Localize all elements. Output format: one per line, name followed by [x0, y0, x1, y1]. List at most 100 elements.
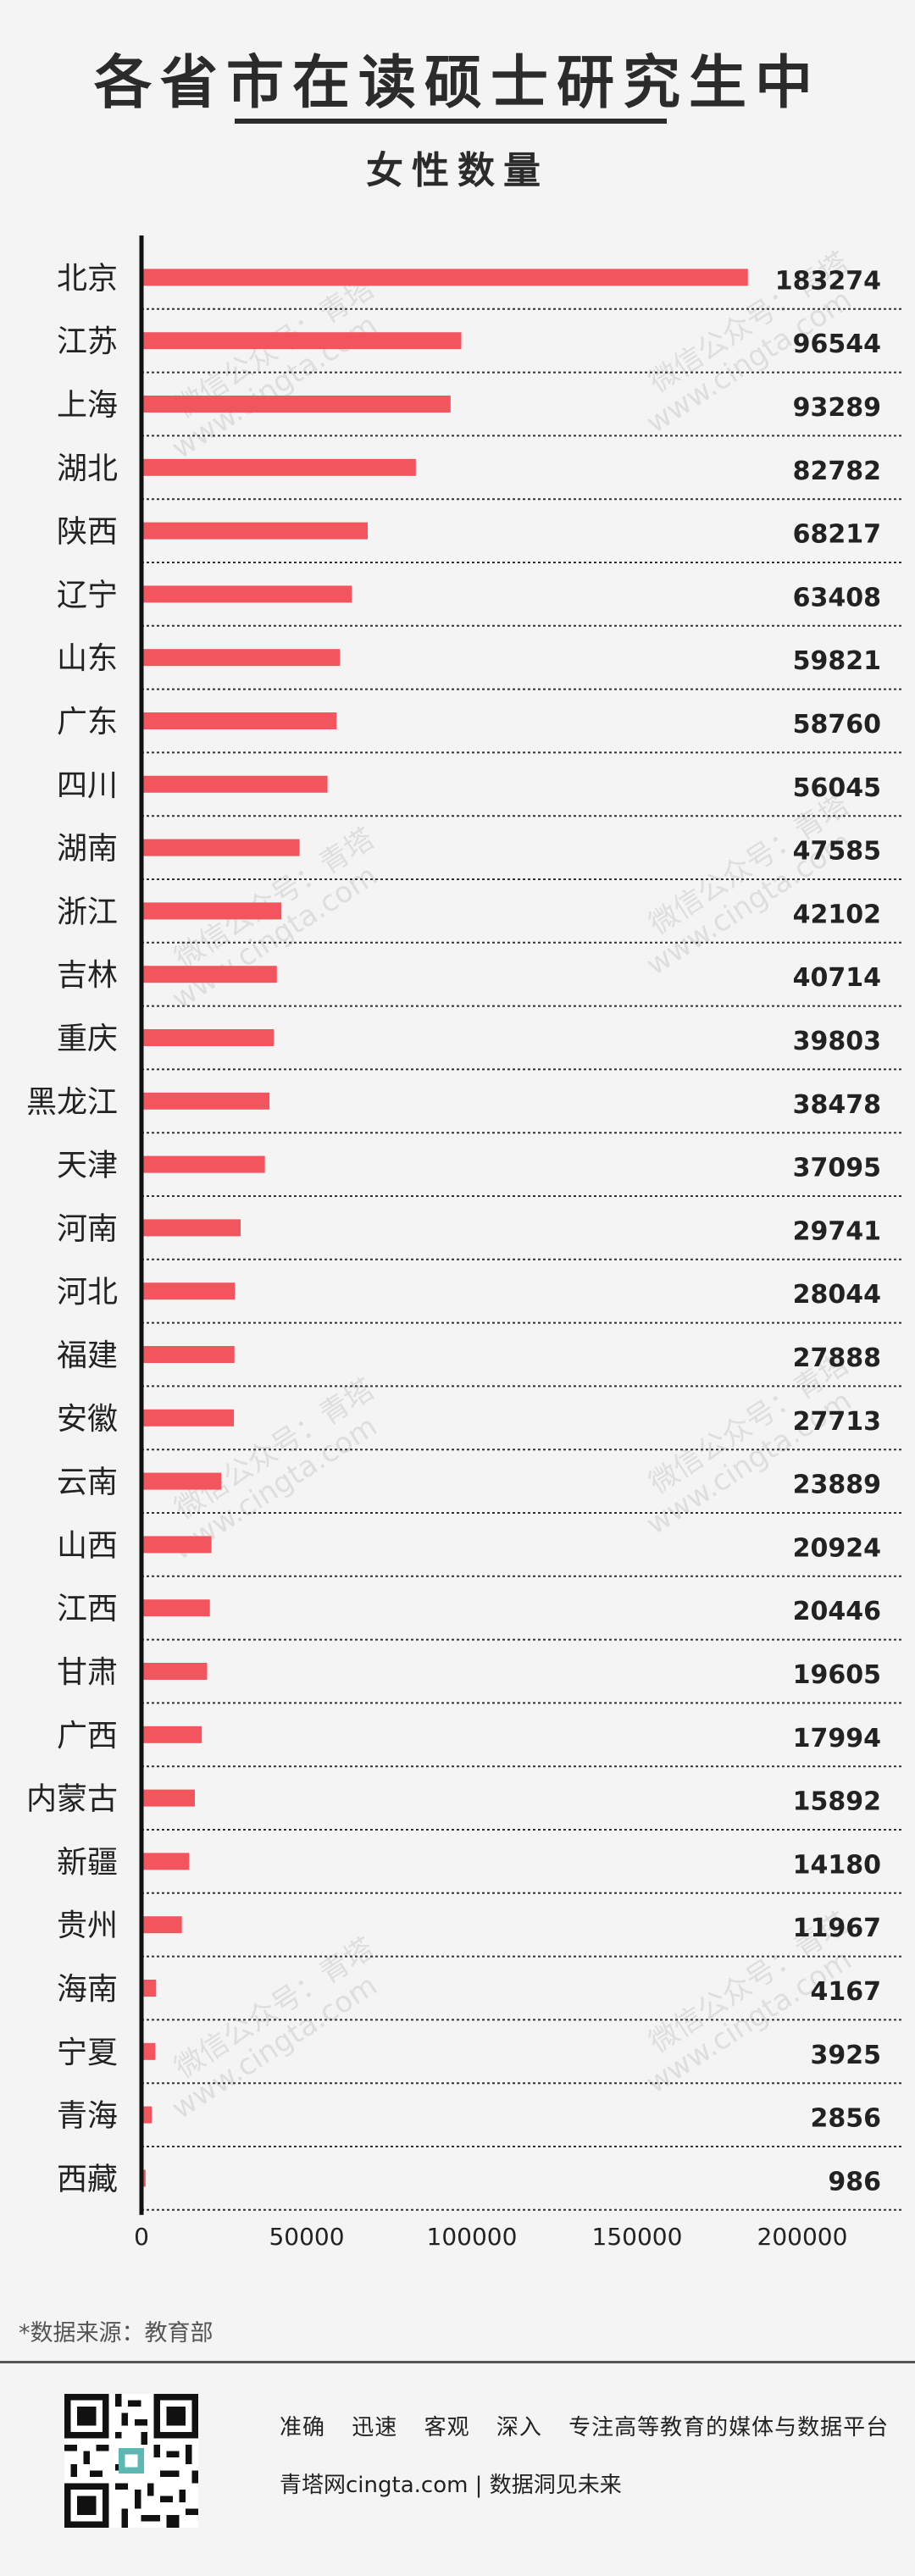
- bar: [142, 2169, 146, 2187]
- category-label: 黑龙江: [26, 1085, 118, 1120]
- slogan-word: 迅速: [352, 2415, 398, 2440]
- bar: [142, 902, 282, 920]
- bar: [142, 712, 337, 729]
- bar: [142, 1536, 212, 1554]
- data-label: 183274: [775, 266, 881, 296]
- qr-code-icon: [64, 2394, 198, 2528]
- x-tick-label: 200000: [757, 2223, 848, 2251]
- category-label: 河南: [57, 1211, 118, 1246]
- bar: [142, 332, 462, 350]
- bar: [142, 1789, 195, 1807]
- data-label: 82782: [793, 457, 881, 486]
- data-label: 58760: [793, 710, 881, 740]
- data-label: 37095: [793, 1154, 881, 1183]
- bar: [142, 1599, 210, 1617]
- bar: [142, 1916, 182, 1934]
- category-label: 山东: [57, 641, 118, 676]
- slogan-word: 深入: [496, 2415, 542, 2440]
- data-label: 56045: [793, 773, 881, 803]
- data-label: 38478: [793, 1090, 881, 1120]
- data-label: 47585: [793, 837, 881, 867]
- data-label: 40714: [793, 963, 881, 993]
- bar: [142, 1219, 241, 1237]
- bar: [142, 1980, 157, 1997]
- category-label: 河北: [57, 1275, 118, 1310]
- category-label: 重庆: [57, 1022, 118, 1056]
- x-tick-label: 50000: [269, 2223, 344, 2251]
- bar: [142, 1155, 265, 1173]
- bar: [142, 1853, 190, 1870]
- data-label: 20924: [793, 1533, 881, 1563]
- data-label: 68217: [793, 520, 881, 550]
- data-label: 3925: [811, 2041, 882, 2070]
- category-label: 湖南: [57, 832, 118, 867]
- category-label: 辽宁: [57, 578, 118, 612]
- x-tick-label: 100000: [427, 2223, 518, 2251]
- category-label: 吉林: [57, 958, 118, 993]
- category-label: 青海: [57, 2099, 118, 2134]
- data-label: 27888: [793, 1343, 881, 1373]
- bar: [142, 585, 352, 603]
- data-source-note: *数据来源：教育部: [19, 2320, 214, 2346]
- category-label: 北京: [57, 261, 118, 296]
- category-label: 天津: [57, 1149, 118, 1183]
- data-label: 20446: [793, 1597, 881, 1626]
- category-label: 西藏: [57, 2162, 118, 2197]
- data-label: 15892: [793, 1787, 881, 1817]
- chart-subtitle: 女性数量: [366, 149, 549, 192]
- category-label: 陕西: [57, 515, 118, 550]
- bar: [142, 269, 748, 286]
- bar: [142, 2106, 152, 2124]
- data-label: 17994: [793, 1724, 881, 1753]
- bar: [142, 1092, 270, 1110]
- category-label: 广东: [57, 705, 118, 740]
- bar: [142, 1409, 235, 1426]
- bar: [142, 1472, 222, 1490]
- bar: [142, 839, 300, 856]
- footer-divider: [0, 2361, 915, 2363]
- category-label: 海南: [57, 1972, 118, 2007]
- bar: [142, 1726, 202, 1743]
- data-label: 63408: [793, 583, 881, 612]
- slogan-line: 准确 迅速 客观 深入 专注高等教育的媒体与数据平台: [280, 2410, 907, 2441]
- chart-title: 各省市在读硕士研究生中: [93, 50, 821, 117]
- bar: [142, 1029, 274, 1046]
- category-label: 四川: [57, 768, 118, 803]
- bar: [142, 1346, 235, 1363]
- bar: [142, 1282, 236, 1300]
- bar: [142, 1663, 208, 1680]
- category-label: 云南: [57, 1465, 118, 1500]
- category-label: 浙江: [57, 895, 118, 929]
- data-label: 28044: [793, 1280, 881, 1310]
- category-label: 安徽: [57, 1402, 118, 1437]
- data-label: 39803: [793, 1027, 881, 1056]
- bar: [142, 458, 416, 476]
- title-underline: [235, 119, 667, 124]
- slogan-word: 准确: [280, 2415, 326, 2440]
- category-label: 广西: [57, 1719, 118, 1753]
- data-label: 27713: [793, 1407, 881, 1437]
- data-label: 23889: [793, 1471, 881, 1500]
- slogan-tagline: 专注高等教育的媒体与数据平台: [568, 2415, 890, 2440]
- slogan-word: 客观: [424, 2415, 470, 2440]
- x-tick-label: 150000: [592, 2223, 683, 2251]
- category-label: 上海: [57, 388, 118, 423]
- data-label: 29741: [793, 1216, 881, 1246]
- bar: [142, 2042, 156, 2060]
- data-label: 2856: [811, 2104, 882, 2134]
- category-label: 内蒙古: [26, 1782, 118, 1817]
- data-label: 42102: [793, 900, 881, 929]
- data-label: 986: [828, 2167, 881, 2197]
- bar: [142, 522, 369, 540]
- category-label: 湖北: [57, 451, 118, 486]
- category-label: 福建: [57, 1338, 118, 1373]
- category-label: 山西: [57, 1528, 118, 1563]
- category-label: 江苏: [57, 324, 118, 359]
- bar: [142, 966, 277, 983]
- data-label: 14180: [793, 1850, 881, 1880]
- data-label: 19605: [793, 1660, 881, 1690]
- site-link[interactable]: 青塔网cingta.com | 数据洞见未来: [280, 2473, 622, 2498]
- data-label: 11967: [793, 1914, 881, 1943]
- data-label: 96544: [793, 330, 881, 359]
